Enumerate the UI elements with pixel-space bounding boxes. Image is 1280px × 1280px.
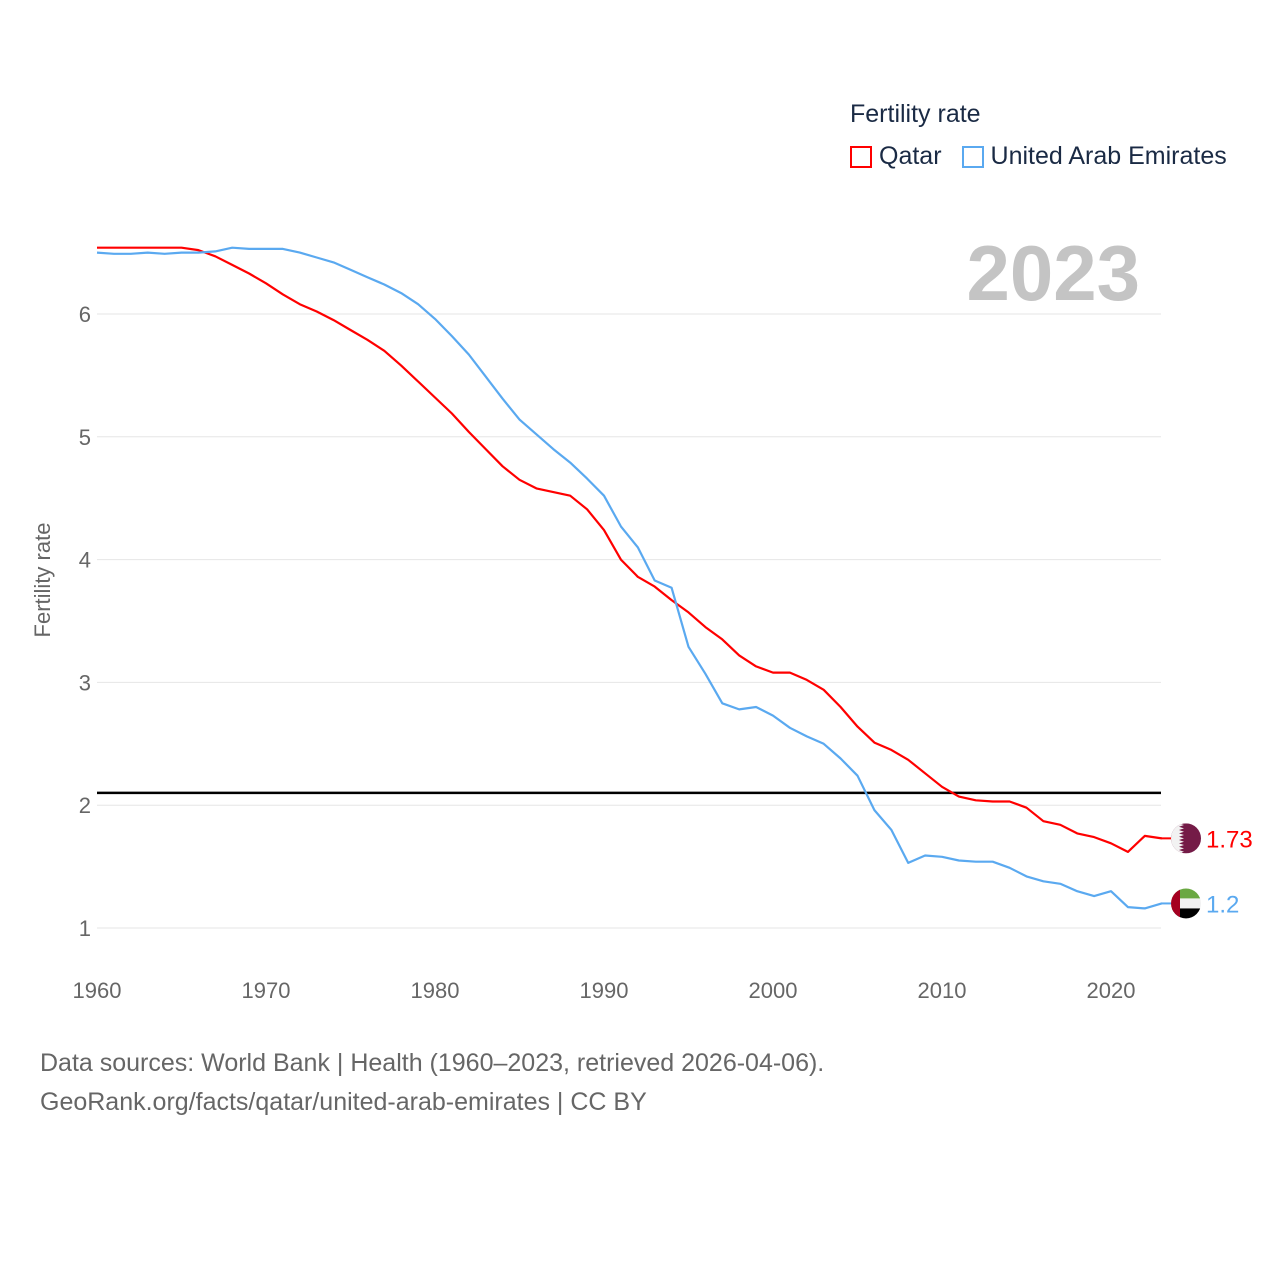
x-tick-label: 1960 (73, 978, 122, 1003)
series-line-qatar (97, 246, 1162, 854)
y-axis-label: Fertility rate (30, 523, 55, 638)
series-line-uae (96, 246, 1163, 910)
x-tick-label: 1990 (580, 978, 629, 1003)
y-tick-label: 4 (79, 548, 91, 573)
legend-item-qatar[interactable]: Qatar (850, 142, 942, 171)
legend-label: Qatar (879, 142, 942, 170)
license-line: GeoRank.org/facts/qatar/united-arab-emir… (40, 1088, 647, 1116)
x-tick-label: 1980 (411, 978, 460, 1003)
x-tick-label: 2010 (918, 978, 967, 1003)
y-tick-label: 6 (79, 302, 91, 327)
legend-item-uae[interactable]: United Arab Emirates (961, 142, 1227, 171)
current-year-label: 2023 (966, 229, 1140, 317)
qatar-flag-icon (1171, 823, 1201, 854)
x-tick-label: 1970 (242, 978, 291, 1003)
uae-flag-icon (1171, 888, 1201, 919)
legend-title: Fertility rate (850, 100, 981, 128)
legend: Qatar United Arab Emirates (850, 142, 1247, 171)
y-tick-label: 2 (79, 793, 91, 818)
legend-swatch-qatar (850, 145, 872, 168)
x-tick-label: 2000 (749, 978, 798, 1003)
y-tick-label: 5 (79, 425, 91, 450)
end-value-label: 1.73 (1206, 826, 1253, 853)
end-value-label: 1.2 (1206, 891, 1239, 918)
legend-label: United Arab Emirates (990, 142, 1227, 170)
source-line: Data sources: World Bank | Health (1960–… (40, 1049, 825, 1077)
x-tick-label: 2020 (1087, 978, 1136, 1003)
y-tick-label: 3 (79, 670, 91, 695)
legend-swatch-uae (961, 145, 984, 168)
source-footer: Data sources: World Bank | Health (1960–… (40, 1044, 824, 1122)
y-tick-label: 1 (79, 916, 91, 941)
